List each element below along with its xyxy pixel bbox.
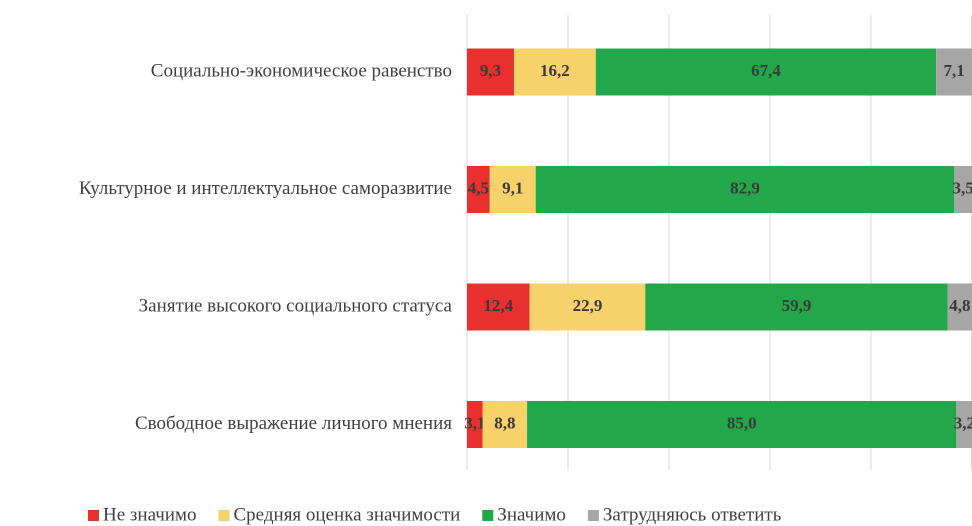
bar-segment: [645, 283, 948, 331]
legend-label: Затрудняюсь ответить: [603, 504, 782, 525]
bar-segment: [936, 48, 972, 96]
data-label: 4,5: [468, 178, 489, 197]
category-label: Свободное выражение личного мнения: [135, 413, 452, 434]
data-label: 3,1: [464, 413, 485, 432]
legend-label: Значимо: [497, 504, 566, 525]
bar-segment: [527, 401, 957, 448]
legend-swatch: [587, 510, 599, 521]
data-label: 67,4: [751, 61, 781, 80]
bar-segment: [529, 283, 646, 331]
legend-swatch: [218, 510, 230, 521]
bar-segment: [513, 48, 596, 96]
category-label: Культурное и интеллектуальное саморазвит…: [79, 178, 452, 199]
bar-segment: [467, 166, 490, 213]
data-label: 3,2: [954, 413, 972, 432]
data-label: 82,9: [730, 178, 760, 197]
data-label: 7,1: [943, 61, 964, 80]
data-label: 9,1: [502, 178, 523, 197]
legend-swatch: [88, 510, 99, 521]
bar-segment: [954, 166, 972, 213]
data-label: 12,4: [483, 296, 513, 315]
category-label: Занятие высокого социального статуса: [139, 295, 453, 316]
bar-segment: [947, 283, 972, 331]
bar-segment: [489, 166, 536, 213]
data-label: 22,9: [573, 296, 603, 315]
data-label: 16,2: [540, 61, 570, 80]
data-label: 8,8: [494, 413, 515, 432]
data-label: 4,8: [949, 296, 970, 315]
bar-segment: [467, 283, 530, 331]
bar-segment: [956, 401, 972, 448]
data-label: 9,3: [480, 61, 501, 80]
legend-label: Не значимо: [103, 504, 197, 525]
data-label: 59,9: [782, 296, 812, 315]
legend-label: Средняя оценка значимости: [234, 504, 461, 525]
bar-segment: [467, 401, 483, 448]
category-label: Социально-экономическое равенство: [151, 60, 452, 81]
legend-swatch: [482, 510, 494, 521]
bar-segment: [467, 48, 514, 96]
data-label: 3,5: [953, 178, 972, 197]
bar-segment: [482, 401, 528, 448]
bar-segment: [535, 166, 955, 213]
bar-segment: [595, 48, 937, 96]
data-label: 85,0: [727, 413, 757, 432]
